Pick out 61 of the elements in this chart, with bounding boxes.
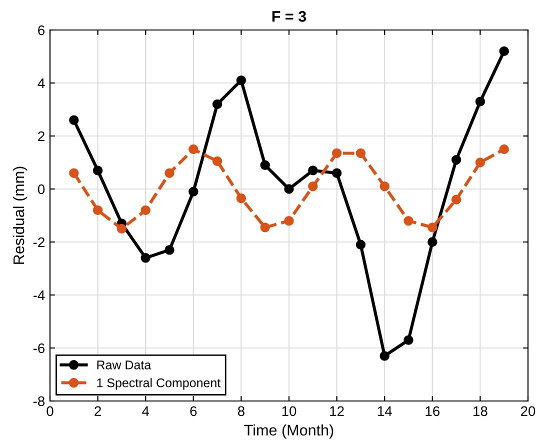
point <box>308 166 318 176</box>
point <box>308 181 318 192</box>
point <box>475 96 486 106</box>
y-tick-label: 0 <box>38 184 45 194</box>
x-tick-label: 20 <box>520 406 536 416</box>
point <box>69 115 79 125</box>
point <box>164 245 174 255</box>
point <box>380 351 390 361</box>
legend-label: 1 Spectral Component <box>97 378 221 390</box>
y-tick-label: 2 <box>38 131 44 142</box>
y-tick-label: -6 <box>33 343 45 354</box>
y-tick-label: -4 <box>33 290 45 300</box>
point <box>140 253 150 263</box>
point <box>236 193 246 204</box>
x-tick-label: 16 <box>426 406 440 416</box>
x-tick-label: 4 <box>142 406 150 416</box>
x-tick-label: 6 <box>190 406 197 416</box>
point <box>260 160 270 170</box>
point <box>284 184 294 194</box>
point <box>404 335 414 345</box>
x-tick-label: 0 <box>46 406 54 416</box>
point <box>499 144 509 154</box>
legend-label: Raw Data <box>97 360 152 370</box>
x-tick-label: 2 <box>94 406 101 416</box>
x-axis-title: Time (Month) <box>244 424 334 439</box>
chart-title: F = 3 <box>272 11 306 22</box>
point <box>69 168 79 178</box>
point <box>428 237 438 247</box>
point <box>236 75 246 86</box>
point <box>188 186 198 197</box>
point <box>356 148 366 158</box>
x-tick-label: 8 <box>238 406 244 416</box>
point <box>428 222 438 232</box>
x-tick-label: 10 <box>282 406 296 416</box>
point <box>260 222 270 232</box>
point <box>116 224 127 234</box>
point <box>164 168 174 178</box>
point <box>332 148 342 158</box>
point <box>356 240 366 250</box>
point <box>451 154 462 165</box>
point <box>475 158 486 168</box>
point <box>380 181 390 192</box>
x-tick-label: 12 <box>330 406 344 416</box>
point <box>92 205 103 216</box>
point <box>212 156 222 166</box>
point <box>92 166 103 176</box>
x-tick-label: 18 <box>474 406 488 416</box>
point <box>188 144 198 154</box>
point <box>404 216 414 226</box>
point <box>451 194 462 204</box>
y-tick-label: -8 <box>33 396 45 406</box>
y-tick-label: 4 <box>38 78 45 88</box>
point <box>332 168 342 178</box>
x-tick-label: 14 <box>378 406 392 416</box>
point <box>212 99 222 110</box>
point <box>140 205 150 216</box>
y-tick-label: 6 <box>38 25 45 36</box>
point <box>499 46 509 56</box>
y-axis-title: Residual (mm) <box>12 166 28 264</box>
y-tick-label: -2 <box>33 237 44 248</box>
point <box>284 216 294 226</box>
